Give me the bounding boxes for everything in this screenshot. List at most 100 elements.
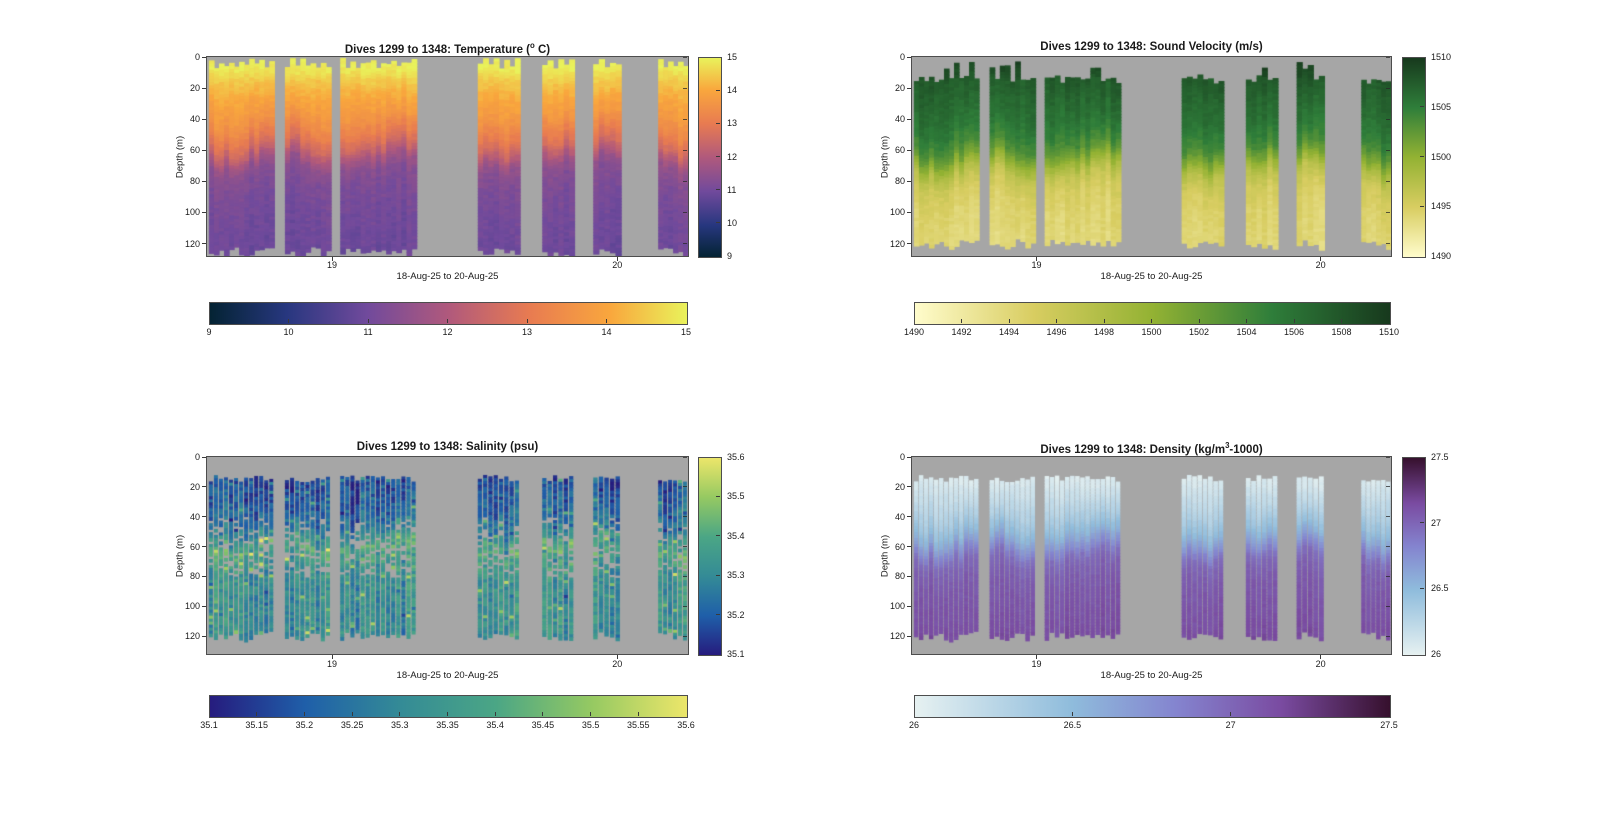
- plot-frame: [206, 456, 689, 655]
- colorbar-tick-mark: [716, 535, 720, 537]
- salinity-heatmap: [207, 457, 688, 654]
- colorbar-tick-mark: [716, 156, 720, 157]
- y-tick-mark: [907, 243, 911, 245]
- colorbar-tick-label: 27: [1431, 517, 1442, 528]
- colorbar-tick-label: 1490: [903, 327, 925, 337]
- colorbar-tick-mark: [716, 222, 720, 224]
- y-tick-mark: [202, 211, 206, 213]
- colorbar-tick-label: 1504: [1236, 327, 1257, 337]
- colorbar-tick-mark: [961, 319, 962, 323]
- colorbar-tick-label: 27.5: [1380, 720, 1398, 730]
- density-heatmap: [912, 457, 1391, 654]
- colorbar-tick-label: 35.4: [727, 530, 745, 541]
- x-tick-mark: [1320, 257, 1322, 261]
- colorbar-tick-mark: [542, 712, 544, 716]
- colorbar-tick-mark: [716, 122, 720, 124]
- y-tick-mark: [202, 243, 206, 245]
- y-tick-mark-right: [1386, 211, 1390, 213]
- y-tick-label: 100: [889, 601, 905, 612]
- colorbar-tick-label: 35.1: [727, 649, 745, 659]
- colorbar-tick-label: 35.4: [486, 720, 504, 730]
- y-tick-mark: [907, 605, 911, 607]
- colorbar-tick-label: 10: [727, 217, 738, 228]
- y-tick-label: 40: [189, 114, 200, 125]
- plot-title: Dives 1299 to 1348: Salinity (psu): [356, 441, 539, 453]
- colorbar-tick-mark: [494, 712, 496, 716]
- sound-velocity-horizontal-colorbar: [914, 302, 1391, 325]
- y-tick-mark-right: [1386, 575, 1390, 577]
- colorbar-tick-mark: [1230, 712, 1232, 716]
- y-tick-label: 20: [894, 481, 905, 492]
- y-tick-mark-right: [1386, 243, 1390, 245]
- colorbar-tick-mark: [1420, 587, 1424, 589]
- colorbar-tick-mark: [1420, 106, 1424, 108]
- colorbar-tick-mark: [1008, 319, 1010, 323]
- y-tick-mark-right: [683, 605, 687, 607]
- colorbar-tick-mark: [716, 614, 720, 616]
- y-tick-mark: [907, 87, 911, 89]
- y-tick-mark-right: [683, 575, 687, 577]
- x-axis-label: 18-Aug-25 to 20-Aug-25: [396, 271, 499, 282]
- x-tick-mark: [331, 655, 333, 659]
- temperature-vertical-colorbar: [698, 57, 722, 258]
- colorbar-tick-label: 15: [727, 52, 738, 62]
- colorbar-tick-label: 35.55: [627, 720, 650, 730]
- x-axis-label: 18-Aug-25 to 20-Aug-25: [396, 670, 499, 681]
- y-tick-mark-right: [1386, 605, 1390, 607]
- y-tick-mark: [202, 149, 206, 151]
- y-tick-mark: [907, 211, 911, 213]
- density-horizontal-colorbar: [914, 695, 1391, 718]
- colorbar-tick-label: 1495: [1431, 201, 1452, 212]
- x-axis-label: 18-Aug-25 to 20-Aug-25: [1100, 670, 1203, 681]
- y-tick-label: 20: [189, 481, 200, 492]
- colorbar-tick-label: 13: [727, 118, 738, 129]
- y-axis-label: Depth (m): [879, 534, 891, 577]
- y-tick-label: 80: [894, 176, 905, 187]
- y-tick-label: 0: [194, 452, 200, 462]
- y-tick-mark-right: [1386, 118, 1390, 120]
- y-tick-mark-right: [1386, 149, 1390, 151]
- y-tick-label: 80: [894, 571, 905, 582]
- colorbar-tick-mark: [1198, 319, 1200, 323]
- colorbar-tick-label: 1490: [1431, 251, 1452, 261]
- colorbar-tick-mark: [367, 319, 369, 323]
- colorbar-tick-label: 35.3: [391, 720, 409, 730]
- y-tick-label: 100: [184, 207, 200, 218]
- y-tick-mark: [907, 575, 911, 577]
- colorbar-tick-mark: [1246, 319, 1247, 323]
- y-tick-mark: [202, 486, 206, 488]
- colorbar-tick-mark: [590, 712, 592, 716]
- colorbar-tick-label: 35.5: [581, 720, 600, 730]
- colorbar-tick-label: 1492: [951, 327, 972, 337]
- y-tick-label: 60: [894, 541, 905, 552]
- colorbar-tick-label: 1510: [1378, 327, 1400, 337]
- x-tick-label: 19: [1031, 659, 1042, 669]
- colorbar-tick-label: 26.5: [1431, 583, 1449, 594]
- y-tick-label: 20: [894, 83, 905, 94]
- y-tick-mark: [907, 546, 911, 548]
- y-tick-mark: [907, 56, 911, 58]
- y-tick-mark-right: [683, 211, 687, 213]
- colorbar-tick-label: 27.5: [1431, 452, 1449, 462]
- y-axis-label: Depth (m): [174, 135, 186, 178]
- colorbar-tick-label: 1506: [1283, 327, 1305, 337]
- colorbar-tick-label: 26: [908, 720, 920, 730]
- colorbar-tick-label: 1498: [1093, 327, 1115, 337]
- colorbar-tick-mark: [447, 712, 448, 716]
- y-tick-label: 0: [194, 52, 200, 62]
- y-tick-mark: [202, 546, 206, 548]
- y-tick-label: 60: [894, 145, 905, 156]
- y-tick-label: 40: [189, 511, 200, 522]
- plot-frame: [206, 56, 689, 257]
- colorbar-tick-mark: [447, 319, 448, 323]
- colorbar-tick-label: 14: [601, 327, 612, 337]
- colorbar-tick-mark: [1293, 319, 1295, 323]
- y-tick-mark: [202, 87, 206, 89]
- x-tick-label: 20: [1315, 260, 1326, 270]
- y-tick-mark: [907, 118, 911, 120]
- y-tick-label: 120: [889, 631, 905, 642]
- y-tick-label: 0: [899, 52, 905, 62]
- y-tick-mark: [202, 605, 206, 607]
- colorbar-tick-label: 27: [1225, 720, 1236, 730]
